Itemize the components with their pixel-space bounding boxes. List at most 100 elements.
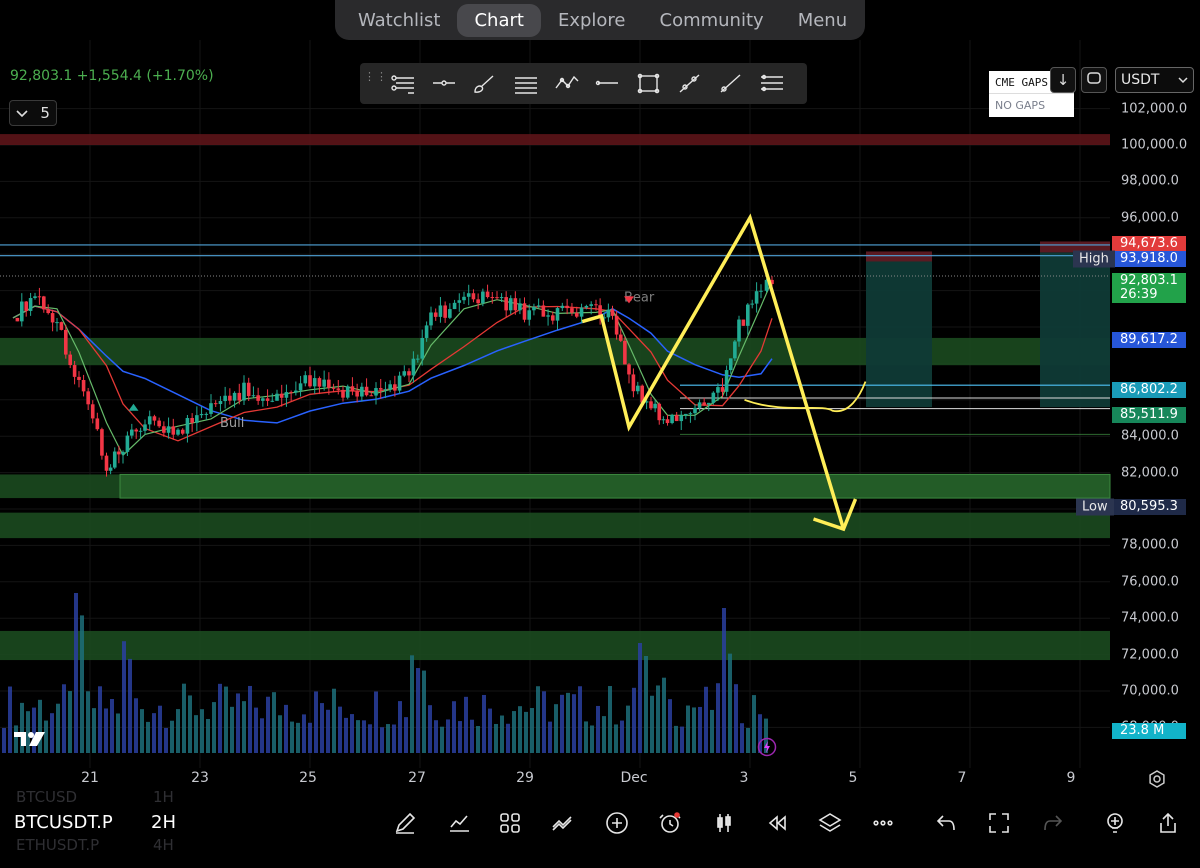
- volume-bar: [344, 717, 348, 753]
- volume-bar: [602, 716, 606, 753]
- bear-label: Bear: [624, 291, 655, 306]
- volume-bar: [398, 701, 402, 753]
- compare-icon[interactable]: [550, 810, 576, 836]
- fib-icon[interactable]: [751, 67, 792, 100]
- more-icon[interactable]: [870, 810, 896, 836]
- candle-body: [355, 391, 359, 397]
- volume-bar: [236, 693, 240, 753]
- candle-body: [610, 309, 615, 316]
- volume-bar: [362, 720, 366, 753]
- candle-body: [279, 393, 284, 398]
- ideas-icon[interactable]: [1102, 810, 1128, 836]
- brush-icon[interactable]: [464, 67, 505, 100]
- alert-icon[interactable]: [657, 810, 683, 836]
- volume-bar: [494, 723, 498, 753]
- candle-body: [754, 291, 759, 304]
- trend-line-icon[interactable]: [669, 67, 710, 100]
- layouts-icon[interactable]: [497, 810, 523, 836]
- cme-collapse-button[interactable]: ↓: [1050, 67, 1076, 93]
- volume-bar: [140, 709, 144, 753]
- candle-body: [108, 467, 113, 471]
- currency-value: USDT: [1121, 72, 1160, 88]
- tab-menu[interactable]: Menu: [797, 9, 848, 31]
- share-icon[interactable]: [1155, 810, 1181, 836]
- volume-bar: [338, 706, 342, 753]
- candle-body: [68, 354, 72, 366]
- tree-lines-icon[interactable]: [382, 67, 423, 100]
- volume-bar: [740, 723, 744, 753]
- tab-chart[interactable]: Chart: [457, 3, 541, 37]
- zigzag-icon[interactable]: [546, 67, 587, 100]
- layers-icon[interactable]: [817, 810, 843, 836]
- pen-icon[interactable]: [392, 810, 418, 836]
- candle-body: [336, 388, 341, 390]
- candle-body: [508, 298, 513, 311]
- currency-selector[interactable]: USDT: [1115, 67, 1194, 93]
- candle-body: [77, 376, 81, 381]
- candle-body: [433, 312, 438, 317]
- candle-body: [764, 279, 769, 291]
- tab-community[interactable]: Community: [659, 9, 764, 31]
- volume-bar: [260, 718, 264, 753]
- candle-body: [331, 387, 336, 389]
- volume-bar: [62, 684, 66, 753]
- volume-bar: [572, 694, 576, 753]
- cme-settings-button[interactable]: [1081, 67, 1107, 93]
- volume-bar: [284, 704, 288, 753]
- candles-icon[interactable]: [711, 810, 737, 836]
- lightning-icon[interactable]: [757, 737, 777, 757]
- candle-body: [570, 308, 574, 313]
- bull-label: Bull: [220, 416, 244, 431]
- cycle-icon: [1086, 71, 1102, 89]
- fullscreen-icon[interactable]: [986, 810, 1012, 836]
- candle-body: [636, 385, 640, 392]
- chart-settings-icon[interactable]: [1147, 769, 1167, 789]
- ma-line: [12, 280, 773, 457]
- tab-watchlist[interactable]: Watchlist: [358, 9, 441, 31]
- price-chart[interactable]: Bull Bear: [0, 40, 1200, 796]
- horizontal-line-icon[interactable]: [587, 67, 628, 100]
- tab-explore[interactable]: Explore: [557, 9, 626, 31]
- add-icon[interactable]: [604, 810, 630, 836]
- symbol-selector[interactable]: BTCUSDT.P: [14, 812, 113, 833]
- volume-bar: [128, 658, 132, 753]
- candle-body: [50, 313, 55, 323]
- candle-body: [770, 279, 774, 285]
- candle-body: [495, 297, 499, 299]
- candle-body: [746, 304, 750, 326]
- volume-bar: [14, 725, 18, 753]
- volume-bar: [116, 713, 120, 753]
- lines-icon[interactable]: [505, 67, 546, 100]
- candle-body: [383, 389, 388, 391]
- candle-body: [728, 358, 733, 371]
- date-axis-label: 7: [957, 770, 967, 786]
- top-nav: Watchlist Chart Explore Community Menu: [335, 0, 865, 40]
- date-axis-label: 23: [191, 770, 209, 786]
- redo-icon[interactable]: [1040, 810, 1066, 836]
- timeframe-selector[interactable]: 2H: [151, 812, 176, 833]
- volume-bar: [248, 685, 252, 753]
- candle-body: [471, 293, 476, 300]
- candle-body: [341, 389, 345, 398]
- volume-bar: [458, 721, 462, 753]
- candle-body: [209, 403, 213, 414]
- interval-value: 5: [40, 104, 50, 122]
- volume-bar: [272, 692, 276, 753]
- candle-body: [411, 358, 416, 376]
- cme-gaps-title: CME GAPS: [989, 71, 1074, 94]
- date-axis[interactable]: 21 23 25 27 29 Dec 3 5 7 9: [0, 768, 1200, 790]
- undo-icon[interactable]: [933, 810, 959, 836]
- candle-body: [157, 420, 161, 427]
- candle-body: [466, 293, 471, 297]
- candle-body: [256, 395, 260, 401]
- ray-icon[interactable]: [710, 67, 751, 100]
- rectangle-icon[interactable]: [628, 67, 669, 100]
- indicators-icon[interactable]: [446, 810, 472, 836]
- drag-handle-icon[interactable]: ⋮⋮: [364, 69, 388, 83]
- candle-body: [546, 315, 550, 317]
- replay-icon[interactable]: [764, 810, 790, 836]
- pattern-annotation: [581, 213, 846, 530]
- interval-selector[interactable]: 5: [9, 100, 57, 126]
- horizontal-ray-icon[interactable]: [423, 67, 464, 100]
- chart-area[interactable]: Bull Bear: [0, 40, 1200, 796]
